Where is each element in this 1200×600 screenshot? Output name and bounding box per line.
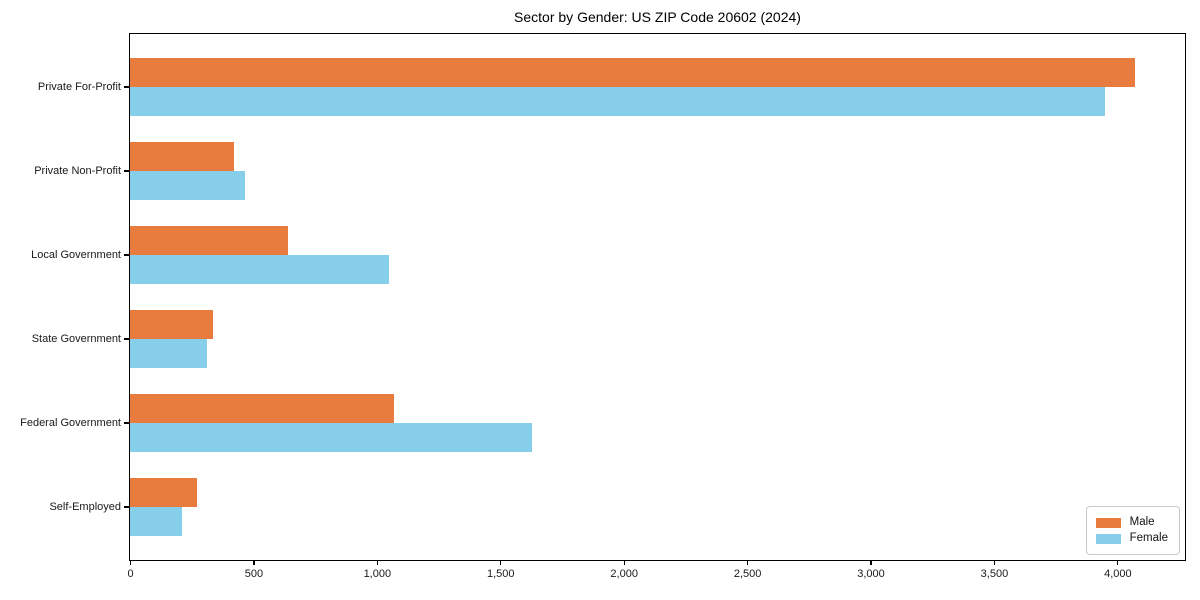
- legend-entry-male: Male: [1095, 516, 1168, 529]
- x-tick-mark: [623, 561, 625, 565]
- x-tick-label: 3,000: [857, 567, 885, 580]
- bar-female-federal-government: [130, 422, 533, 452]
- y-tick-mark: [124, 338, 129, 340]
- y-tick-label: Private For-Profit: [37, 81, 121, 93]
- x-tick-label: 3,500: [980, 567, 1009, 580]
- bar-female-private-for-profit: [130, 86, 1105, 116]
- legend-entry-female: Female: [1095, 532, 1168, 545]
- bar-male-local-government: [130, 225, 288, 255]
- y-tick-label: State Government: [31, 333, 121, 345]
- bar-male-private-for-profit: [130, 57, 1135, 87]
- legend-label: Male: [1129, 516, 1155, 528]
- y-tick-label: Local Government: [31, 249, 121, 261]
- y-tick-mark: [124, 506, 129, 508]
- x-tick-mark: [870, 561, 872, 565]
- bar-male-private-non-profit: [130, 141, 234, 171]
- x-tick-label: 0: [127, 567, 134, 580]
- x-tick-mark: [129, 561, 132, 565]
- x-tick-label: 1,500: [486, 567, 515, 580]
- y-tick-mark: [124, 254, 129, 256]
- bar-male-state-government: [130, 309, 213, 339]
- x-tick-label: 4,000: [1104, 567, 1132, 580]
- x-tick-mark: [993, 561, 996, 565]
- y-tick-label: Private Non-Profit: [34, 165, 121, 177]
- bar-female-private-non-profit: [130, 170, 245, 200]
- x-tick-mark: [253, 561, 255, 565]
- chart-title: Sector by Gender: US ZIP Code 20602 (202…: [514, 9, 801, 25]
- x-tick-mark: [500, 561, 502, 565]
- x-tick-label: 500: [244, 567, 264, 580]
- x-tick-label: 2,500: [733, 567, 762, 580]
- plot-area: Male Female: [129, 33, 1186, 561]
- bar-male-self-employed: [130, 477, 197, 507]
- x-tick-mark: [746, 561, 749, 565]
- legend: Male Female: [1085, 506, 1180, 555]
- legend-swatch-female: [1095, 533, 1121, 544]
- bar-female-local-government: [130, 254, 390, 284]
- x-tick-mark: [376, 561, 378, 565]
- bar-female-self-employed: [130, 506, 182, 536]
- legend-swatch-male: [1095, 517, 1121, 528]
- x-tick-mark: [1117, 561, 1119, 565]
- y-tick-mark: [124, 86, 129, 88]
- legend-label: Female: [1129, 532, 1168, 544]
- y-tick-label: Self-Employed: [49, 501, 121, 513]
- y-tick-mark: [124, 422, 129, 424]
- y-tick-mark: [124, 170, 129, 172]
- x-tick-label: 2,000: [610, 567, 638, 580]
- x-tick-label: 1,000: [363, 567, 392, 580]
- y-tick-label: Federal Government: [20, 417, 121, 429]
- bar-male-federal-government: [130, 393, 395, 423]
- bar-female-state-government: [130, 338, 207, 368]
